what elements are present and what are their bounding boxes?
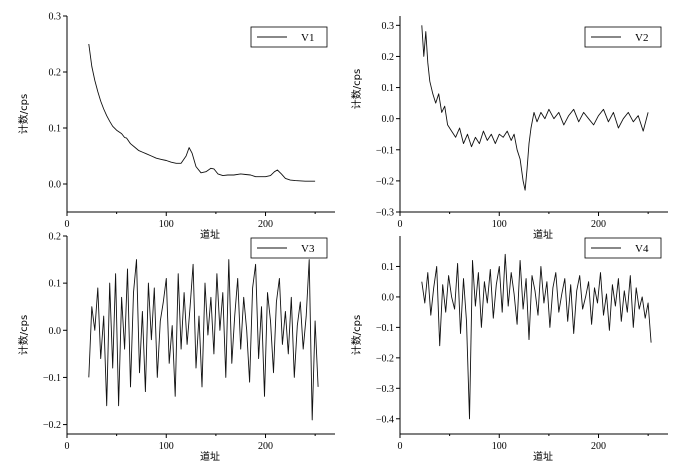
x-tick-label: 0	[398, 219, 403, 230]
y-tick-label: −0.1	[376, 323, 394, 334]
y-tick-label: −0.3	[376, 384, 394, 395]
legend-label: V4	[635, 243, 649, 255]
y-tick-label: 0.0	[382, 292, 395, 303]
x-tick-label: 200	[591, 219, 606, 230]
legend-label: V3	[301, 243, 315, 255]
legend-box	[250, 237, 328, 259]
x-tick-label: 200	[591, 441, 606, 452]
legend-box	[584, 26, 662, 48]
x-tick-label: 100	[492, 219, 507, 230]
x-axis-title: 道址	[200, 450, 220, 461]
x-tick-label: 200	[258, 219, 273, 230]
y-axis-title: 计数/cps	[350, 315, 363, 355]
series-line-v4	[421, 253, 652, 420]
y-tick-label: −0.3	[376, 208, 394, 219]
x-tick-label: 0	[398, 441, 403, 452]
y-tick-label: −0.2	[376, 353, 394, 364]
y-tick-label: −0.4	[376, 414, 394, 425]
y-tick-label: 0.1	[382, 262, 395, 273]
y-tick-label: 0.3	[382, 21, 395, 32]
x-tick-label: 200	[258, 441, 273, 452]
y-axis-title: 计数/cps	[17, 315, 30, 355]
x-tick-label: 0	[65, 441, 70, 452]
legend-label: V2	[635, 32, 648, 44]
y-tick-label: −0.2	[376, 176, 394, 187]
y-tick-label: 0.1	[382, 83, 395, 94]
x-tick-label: 0	[65, 219, 70, 230]
series-line-v1	[88, 43, 316, 182]
y-tick-label: 0.2	[49, 68, 62, 79]
x-axis-title: 道址	[533, 450, 553, 461]
y-tick-label: 0.0	[382, 114, 395, 125]
legend-label: V1	[301, 32, 314, 44]
x-axis-title: 道址	[533, 228, 553, 241]
y-axis-title: 计数/cps	[17, 94, 30, 134]
y-tick-label: 0.0	[49, 180, 62, 191]
series-line-v2	[421, 25, 649, 191]
y-tick-label: −0.2	[43, 420, 61, 431]
y-tick-label: −0.1	[376, 145, 394, 156]
y-tick-label: 0.1	[49, 124, 62, 135]
y-tick-label: 0.3	[49, 12, 62, 23]
y-axis-title: 计数/cps	[350, 69, 363, 109]
x-tick-label: 100	[159, 441, 174, 452]
series-line-v3	[88, 259, 319, 421]
x-axis-title: 道址	[200, 228, 220, 241]
y-tick-label: 0.1	[49, 279, 62, 290]
legend-box	[250, 26, 328, 48]
y-tick-label: −0.1	[43, 373, 61, 384]
y-tick-label: 0.2	[382, 52, 395, 63]
x-tick-label: 100	[492, 441, 507, 452]
y-tick-label: 0.0	[49, 326, 62, 337]
x-tick-label: 100	[159, 219, 174, 230]
y-tick-label: 0.2	[49, 232, 62, 243]
legend-box	[584, 237, 662, 259]
